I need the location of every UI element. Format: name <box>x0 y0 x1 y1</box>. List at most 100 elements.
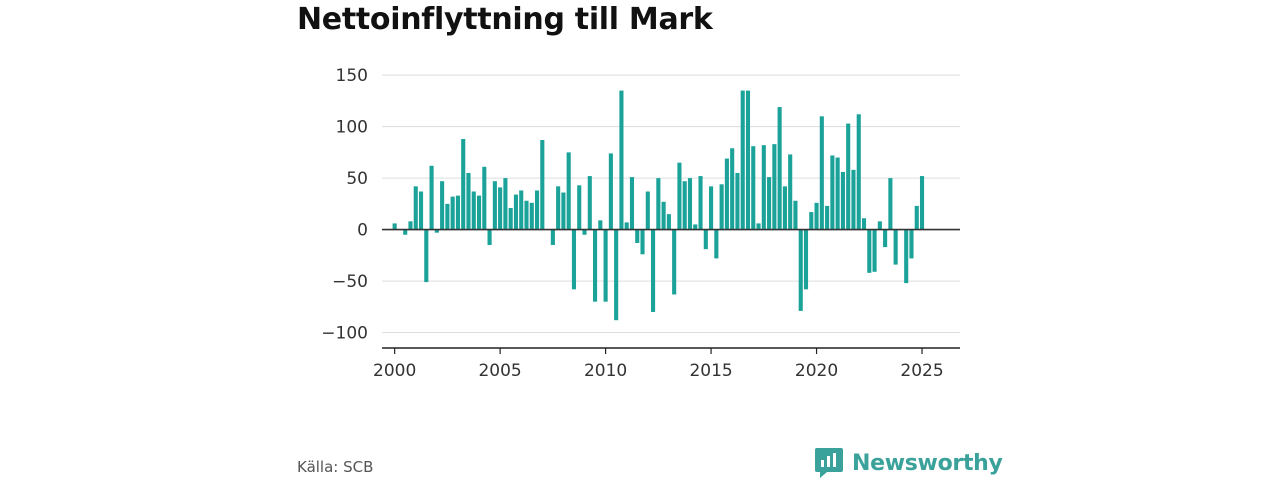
bar <box>614 229 619 321</box>
y-tick-label: 0 <box>357 221 368 241</box>
bar <box>798 229 803 311</box>
bar <box>392 223 397 230</box>
bar <box>434 229 439 233</box>
bar <box>645 191 650 230</box>
bar <box>761 145 766 230</box>
bar <box>735 172 740 230</box>
bar <box>492 181 497 230</box>
bar <box>571 229 577 290</box>
bar <box>666 214 671 230</box>
x-tick-label: 2000 <box>373 361 416 381</box>
bar <box>524 200 529 230</box>
bar <box>624 222 629 230</box>
source-note: Källa: SCB <box>297 458 374 476</box>
bar <box>566 152 571 230</box>
bar <box>772 144 777 230</box>
bar <box>598 220 603 230</box>
bar <box>418 191 424 230</box>
bar <box>835 157 840 230</box>
bar <box>408 221 413 230</box>
bar <box>429 165 434 230</box>
x-tick-label: 2010 <box>584 361 627 381</box>
bar <box>513 194 519 230</box>
x-tick-label: 2015 <box>689 361 732 381</box>
brand-logo[interactable]: Newsworthy <box>814 446 1003 480</box>
grid-lines <box>382 74 960 334</box>
bar <box>856 114 861 230</box>
bar <box>698 176 703 230</box>
bar <box>693 224 698 230</box>
bar <box>503 178 508 230</box>
bar <box>461 138 466 230</box>
bar <box>893 229 898 265</box>
bar <box>445 203 450 230</box>
bar <box>508 207 513 230</box>
bar <box>550 229 555 246</box>
bar <box>561 192 566 230</box>
bar <box>803 229 809 290</box>
bar <box>482 166 487 230</box>
y-tick-label: 100 <box>336 118 368 138</box>
bar <box>403 229 408 235</box>
bar <box>788 154 793 230</box>
bar <box>540 140 545 230</box>
bar <box>714 229 719 259</box>
bar <box>851 169 856 230</box>
bar <box>450 196 455 230</box>
x-tick-label: 2025 <box>900 361 943 381</box>
bar <box>498 187 503 230</box>
bar <box>672 229 677 295</box>
bar <box>830 155 835 230</box>
y-tick-label: 150 <box>336 66 368 86</box>
y-tick-label: −50 <box>332 272 368 292</box>
bar <box>767 177 772 230</box>
bar <box>819 116 824 230</box>
bar <box>872 229 877 272</box>
bar <box>534 190 540 230</box>
bar <box>656 178 661 230</box>
bar <box>877 221 882 230</box>
bar <box>577 185 582 230</box>
bar <box>751 146 756 230</box>
bar <box>424 229 429 283</box>
bar <box>709 186 714 230</box>
bar <box>745 90 751 230</box>
bar <box>861 218 867 230</box>
bar <box>730 148 735 230</box>
bar <box>619 90 624 230</box>
bar <box>529 202 534 230</box>
bar <box>556 186 561 230</box>
bar <box>756 223 761 230</box>
bar <box>587 176 592 230</box>
bar <box>582 229 587 235</box>
bar <box>782 186 787 230</box>
bar <box>476 195 482 230</box>
bar <box>883 229 888 248</box>
bar <box>809 212 814 230</box>
bar <box>825 205 830 230</box>
bar <box>629 177 635 230</box>
y-tick-label: −100 <box>321 324 368 344</box>
bar <box>740 90 745 230</box>
newsworthy-logo-icon <box>815 448 843 478</box>
bar <box>640 229 645 255</box>
bar <box>440 181 445 230</box>
bar <box>719 184 724 230</box>
y-tick-label: 50 <box>346 169 368 189</box>
bar <box>687 178 693 230</box>
bar <box>471 191 476 230</box>
axes <box>382 228 960 349</box>
bar <box>919 176 925 230</box>
bar <box>593 229 598 302</box>
bar <box>682 181 687 230</box>
bar <box>909 229 914 259</box>
bar <box>487 229 492 246</box>
bar <box>466 172 471 230</box>
bar <box>703 229 708 250</box>
brand-name: Newsworthy <box>852 450 1003 476</box>
chart-title: Nettoinflyttning till Mark <box>297 2 713 37</box>
bar <box>519 190 524 230</box>
y-axis-ticks: 150 100 50 0 −50 −100 <box>321 66 368 343</box>
bar <box>724 158 729 230</box>
